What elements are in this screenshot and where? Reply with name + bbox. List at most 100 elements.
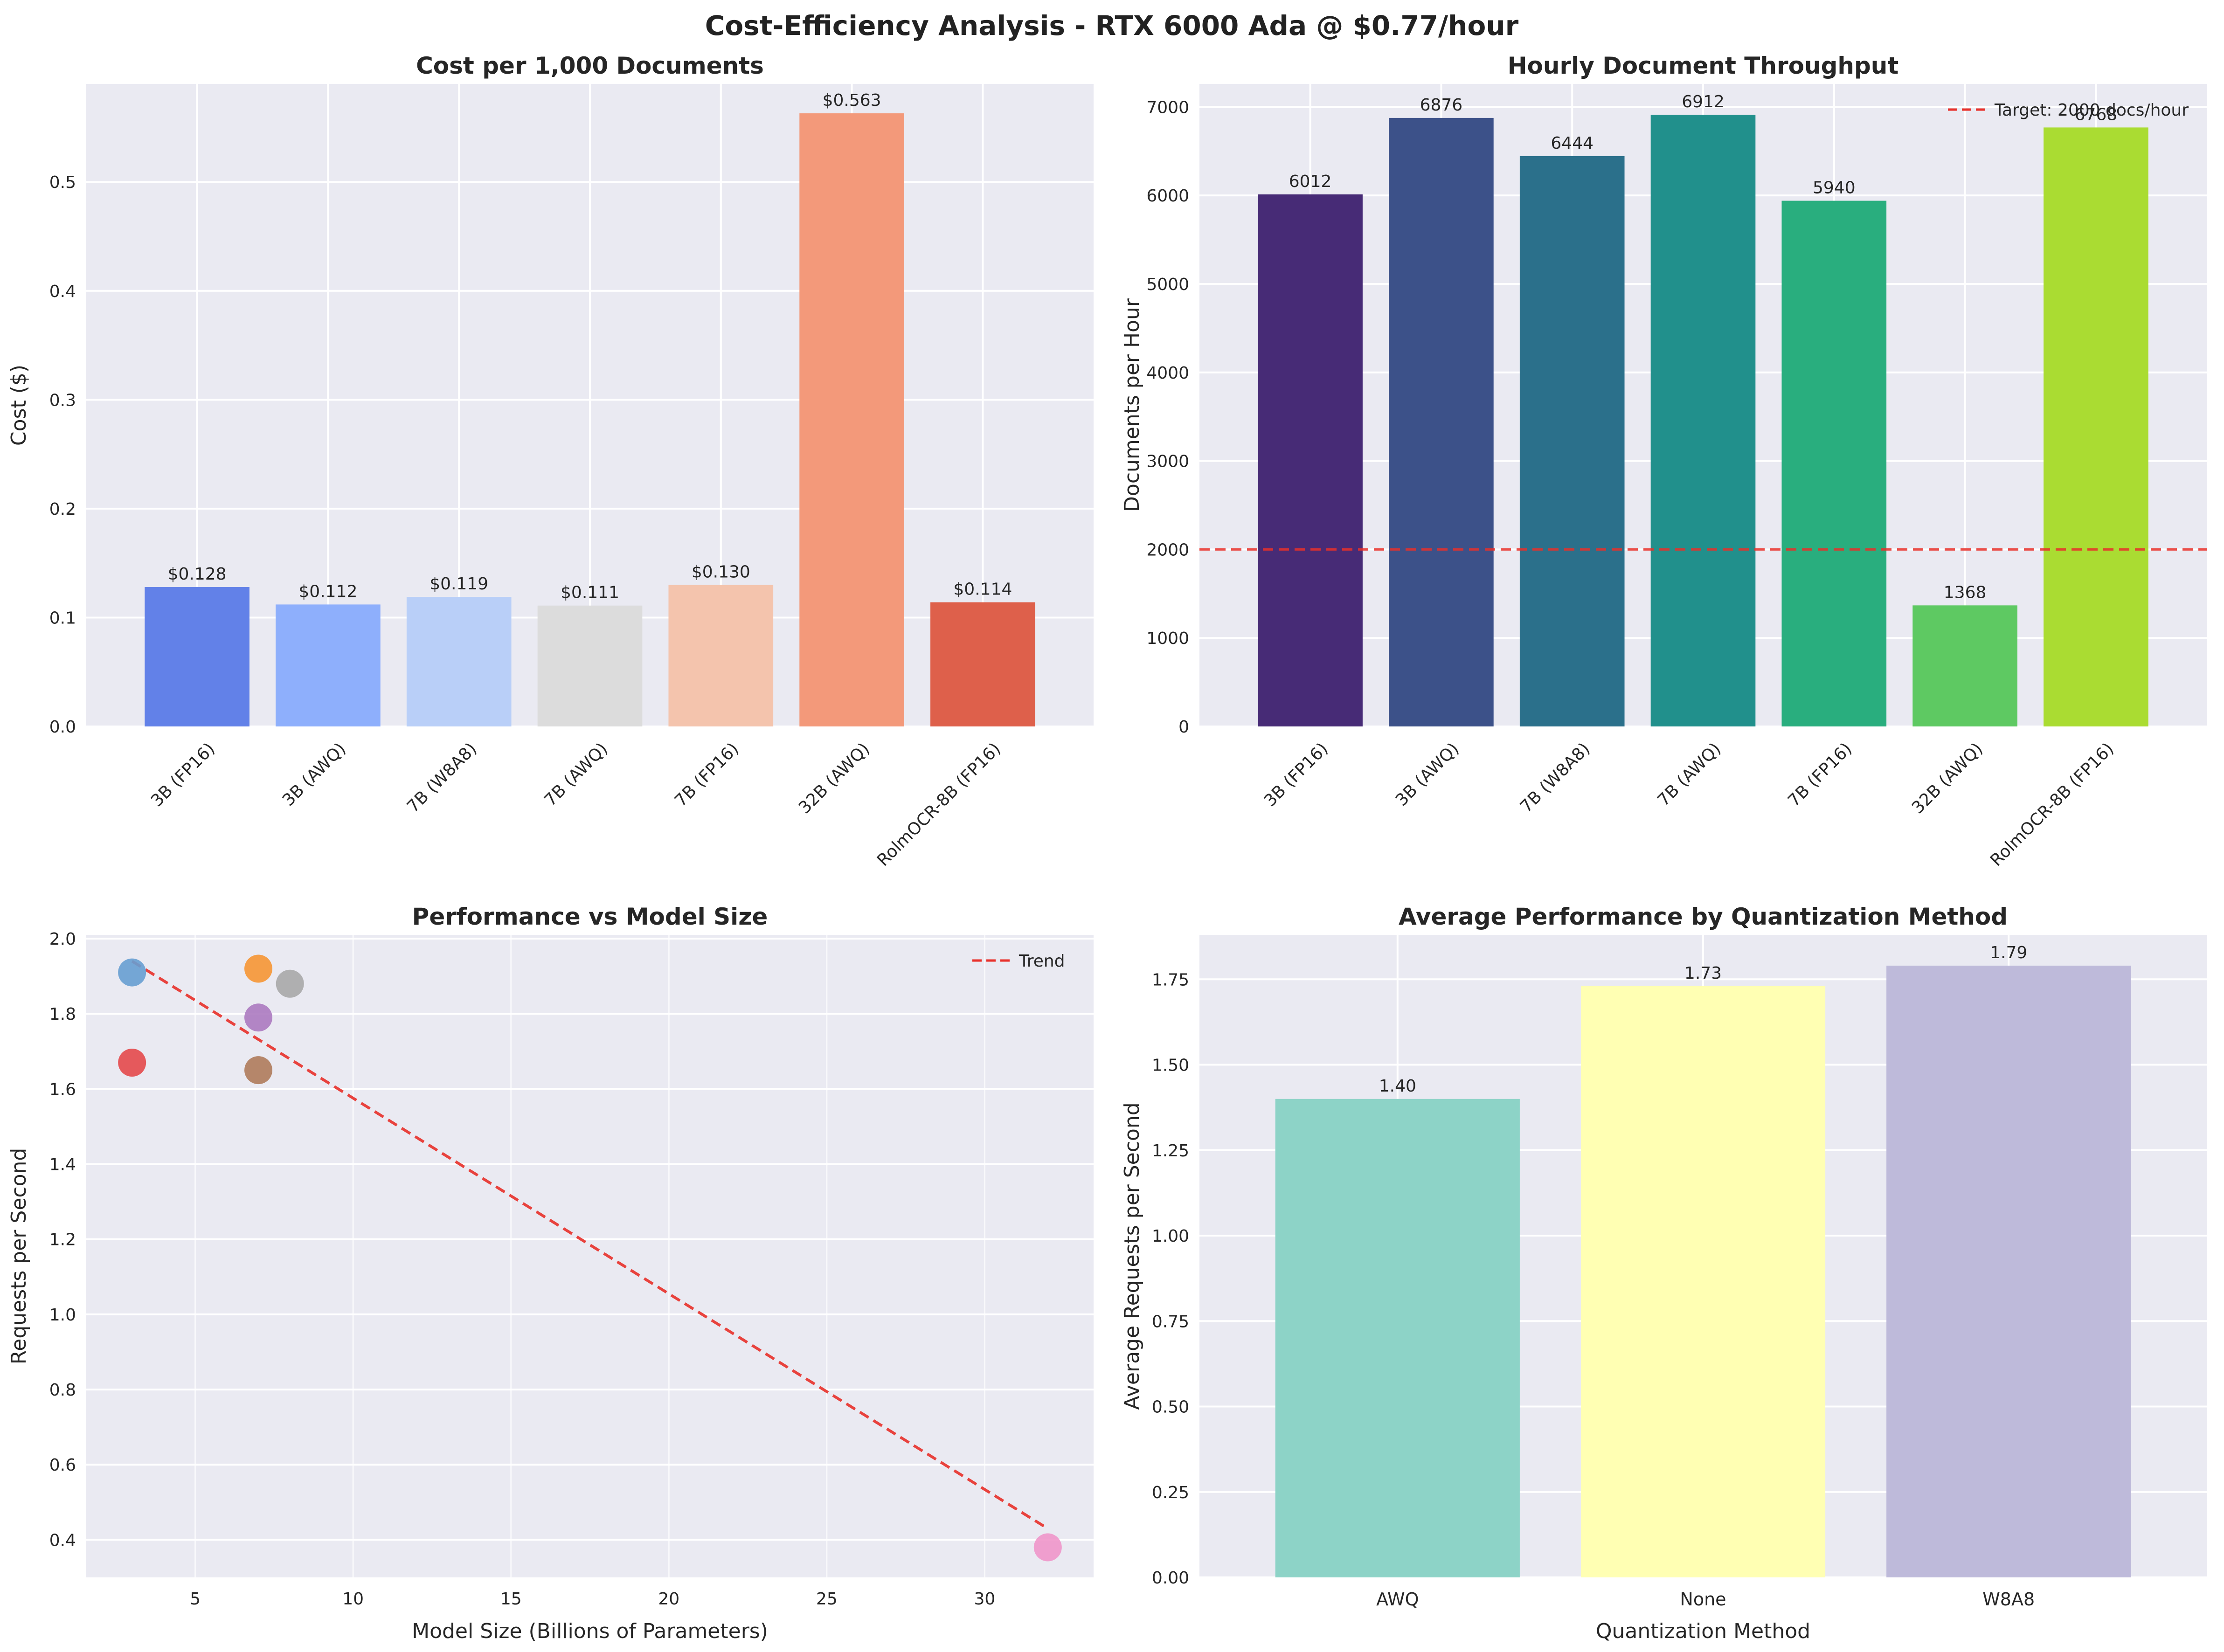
scatter-point — [1033, 1533, 1062, 1562]
x-tick-label: 10 — [342, 1590, 364, 1609]
y-tick-label: 0.25 — [1152, 1483, 1189, 1502]
y-tick-label: 1.75 — [1152, 970, 1189, 989]
bar-value-label: 6012 — [1289, 172, 1332, 191]
legend-label: Target: 2000 docs/hour — [1994, 101, 2189, 120]
x-tick-label: None — [1680, 1589, 1726, 1610]
x-tick-label: 20 — [658, 1590, 679, 1609]
scatter-point — [244, 1056, 273, 1085]
y-tick-label: 7000 — [1146, 98, 1189, 117]
scatter-point — [244, 1003, 273, 1032]
bar-value-label: 1.40 — [1379, 1077, 1416, 1096]
x-tick-label: 25 — [816, 1590, 838, 1609]
y-tick-label: 1000 — [1146, 629, 1189, 648]
chart-panel-1: Cost per 1,000 Documents Cost ($) 0.0 0.1 0.… — [7, 52, 1094, 870]
x-tick-label: 3B (AWQ) — [1392, 739, 1463, 810]
y-tick-label: 0.00 — [1152, 1569, 1189, 1588]
y-tick-label: 1.8 — [49, 1005, 76, 1024]
bar-value-label: 6444 — [1551, 134, 1594, 153]
x-tick-label: W8A8 — [1982, 1589, 2035, 1610]
bar — [276, 604, 381, 726]
bar-value-label: $0.130 — [692, 562, 750, 581]
bar — [1580, 986, 1826, 1577]
y-tick-label: 2.0 — [49, 930, 76, 949]
scatter-point — [244, 954, 273, 983]
y-tick-label: 0.75 — [1152, 1312, 1189, 1331]
chart-title: Cost per 1,000 Documents — [416, 52, 764, 79]
x-tick-label: 3B (FP16) — [147, 739, 219, 810]
y-tick-label: 1.00 — [1152, 1227, 1189, 1246]
bar-value-label: $0.128 — [168, 565, 227, 584]
x-tick-label: 7B (W8A8) — [403, 739, 481, 816]
x-axis-label: Model Size (Billions of Parameters) — [412, 1619, 768, 1643]
bar-value-label: $0.119 — [430, 574, 488, 594]
bar — [1389, 118, 1494, 726]
x-tick-label: 32B (AWQ) — [1908, 739, 1987, 817]
bar-value-label: 6768 — [2075, 105, 2118, 124]
x-tick-label: 30 — [974, 1590, 995, 1609]
y-tick-label: 2000 — [1146, 540, 1189, 560]
chart-panel-2: Hourly Document Throughput Documents per … — [1120, 52, 2207, 870]
bar-value-label: $0.112 — [298, 582, 357, 601]
x-tick-label: 3B (FP16) — [1261, 739, 1332, 810]
bar — [668, 585, 774, 726]
y-axis-label: Requests per Second — [7, 1148, 31, 1365]
bar — [930, 602, 1035, 726]
x-tick-label: 15 — [500, 1590, 522, 1609]
bar — [1781, 200, 1887, 727]
bar-value-label: $0.111 — [561, 583, 619, 602]
y-tick-label: 0.4 — [49, 282, 76, 301]
chart-title: Performance vs Model Size — [412, 903, 768, 930]
y-tick-label: 3000 — [1146, 452, 1189, 471]
y-tick-label: 5000 — [1146, 275, 1189, 294]
plot-area — [86, 935, 1094, 1577]
bar-value-label: $0.114 — [953, 580, 1012, 599]
x-tick-label: RolmOCR-8B (FP16) — [1987, 739, 2118, 870]
bar-value-label: 5940 — [1813, 179, 1856, 198]
bar — [1275, 1099, 1520, 1577]
y-axis-label: Average Requests per Second — [1120, 1102, 1144, 1410]
y-tick-label: 0.3 — [49, 391, 76, 410]
x-tick-label: 32B (AWQ) — [795, 739, 873, 817]
bar — [145, 587, 249, 726]
bar-value-label: 1.79 — [1990, 943, 2027, 962]
y-axis-label: Documents per Hour — [1120, 298, 1144, 512]
chart-title: Hourly Document Throughput — [1508, 52, 1899, 79]
y-tick-label: 0.1 — [49, 608, 76, 628]
x-tick-label: 5 — [190, 1590, 201, 1609]
x-tick-label: 7B (AWQ) — [1654, 739, 1725, 810]
x-tick-label: 7B (AWQ) — [541, 739, 612, 810]
y-axis-label: Cost ($) — [7, 365, 31, 446]
x-tick-label: 7B (W8A8) — [1517, 739, 1594, 816]
x-tick-label: 3B (AWQ) — [279, 739, 350, 810]
legend-label: Trend — [1018, 952, 1065, 971]
bar — [537, 605, 643, 726]
scatter-point — [276, 969, 304, 998]
x-tick-label: RolmOCR-8B (FP16) — [873, 739, 1005, 870]
y-tick-label: 1.6 — [49, 1080, 76, 1099]
x-tick-label: 7B (FP16) — [1784, 739, 1856, 810]
bar — [2044, 127, 2148, 726]
y-tick-label: 1.0 — [49, 1306, 76, 1325]
bar-value-label: $0.563 — [823, 91, 881, 110]
y-tick-label: 0.5 — [49, 173, 76, 192]
bar-value-label: 6912 — [1682, 92, 1725, 111]
scatter-point — [118, 1048, 146, 1077]
y-tick-label: 0.2 — [49, 500, 76, 519]
y-tick-label: 0 — [1178, 718, 1189, 737]
bar-value-label: 1368 — [1944, 583, 1987, 602]
y-tick-label: 6000 — [1146, 187, 1189, 206]
bar — [1258, 194, 1363, 726]
chart-panel-4: Average Performance by Quantization Meth… — [1120, 903, 2207, 1643]
bar — [1519, 156, 1625, 727]
x-axis-label: Quantization Method — [1596, 1619, 1810, 1643]
y-tick-label: 1.25 — [1152, 1141, 1189, 1161]
bar-value-label: 6876 — [1420, 96, 1463, 115]
figure-title: Cost-Efficiency Analysis - RTX 6000 Ada … — [705, 10, 1519, 41]
bar — [406, 597, 512, 726]
y-tick-label: 0.0 — [49, 718, 76, 737]
y-tick-label: 0.4 — [49, 1531, 76, 1550]
y-tick-label: 1.2 — [49, 1230, 76, 1250]
y-tick-label: 4000 — [1146, 364, 1189, 383]
x-tick-label: 7B (FP16) — [671, 739, 742, 810]
